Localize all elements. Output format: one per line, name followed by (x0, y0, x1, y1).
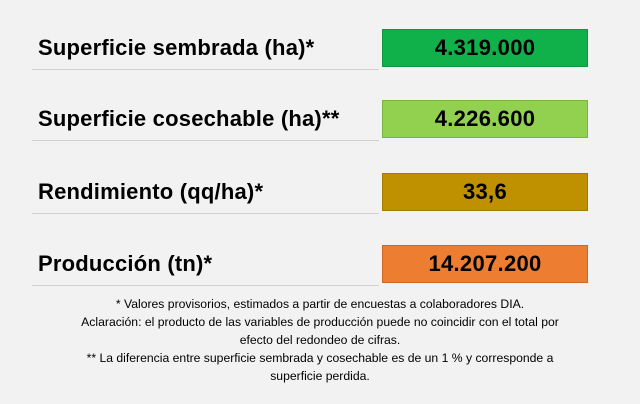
value-rendimiento: 33,6 (382, 173, 588, 211)
label-superficie-cosechable: Superficie cosechable (ha)** (38, 106, 340, 131)
value-produccion: 14.207.200 (382, 245, 588, 283)
row-divider (32, 285, 379, 286)
footnote-line: superficie perdida. (270, 369, 370, 383)
footnote-line: Aclaración: el producto de las variables… (81, 315, 559, 329)
summary-panel: Superficie sembrada (ha)* 4.319.000 Supe… (20, 15, 620, 393)
row-rendimiento: Rendimiento (qq/ha)* 33,6 (32, 173, 606, 215)
value-superficie-cosechable: 4.226.600 (382, 100, 588, 138)
value-superficie-sembrada: 4.319.000 (382, 29, 588, 67)
row-divider (32, 213, 379, 214)
row-divider (32, 140, 379, 141)
label-rendimiento: Rendimiento (qq/ha)* (38, 179, 264, 204)
footnotes: * Valores provisorios, estimados a parti… (20, 295, 620, 385)
row-produccion: Producción (tn)* 14.207.200 (32, 245, 606, 287)
row-divider (32, 69, 379, 70)
label-superficie-sembrada: Superficie sembrada (ha)* (38, 35, 315, 60)
label-produccion: Producción (tn)* (38, 251, 213, 276)
footnote-line: efecto del redondeo de cifras. (239, 333, 401, 347)
footnote-line: * Valores provisorios, estimados a parti… (115, 297, 525, 311)
row-superficie-cosechable: Superficie cosechable (ha)** 4.226.600 (32, 100, 606, 142)
footnote-line: ** La diferencia entre superficie sembra… (86, 351, 554, 365)
row-superficie-sembrada: Superficie sembrada (ha)* 4.319.000 (32, 29, 606, 71)
